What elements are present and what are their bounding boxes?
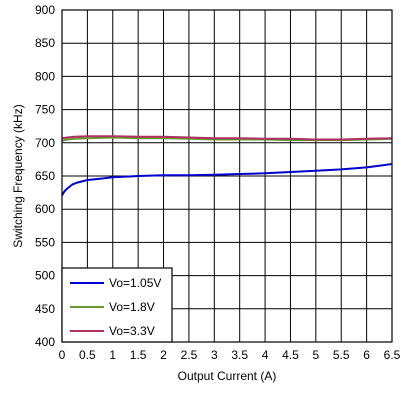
legend-label: Vo=3.3V xyxy=(109,324,155,338)
x-tick-label: 3 xyxy=(211,348,218,362)
x-tick-label: 4 xyxy=(262,348,269,362)
y-tick-label: 700 xyxy=(35,136,55,150)
y-tick-label: 750 xyxy=(35,103,55,117)
x-tick-label: 1.5 xyxy=(130,348,147,362)
x-tick-label: 4.5 xyxy=(282,348,299,362)
x-tick-label: 1 xyxy=(109,348,116,362)
y-tick-label: 450 xyxy=(35,302,55,316)
y-tick-label: 650 xyxy=(35,169,55,183)
x-tick-label: 5 xyxy=(313,348,320,362)
x-tick-label: 6.5 xyxy=(384,348,401,362)
y-tick-label: 850 xyxy=(35,36,55,50)
y-axis-label: Switching Frequency (kHz) xyxy=(11,104,25,247)
x-tick-label: 2 xyxy=(160,348,167,362)
legend-box xyxy=(61,267,173,343)
y-tick-label: 500 xyxy=(35,269,55,283)
x-axis-label: Output Current (A) xyxy=(178,369,277,383)
y-tick-label: 600 xyxy=(35,202,55,216)
x-tick-label: 3.5 xyxy=(231,348,248,362)
y-tick-label: 900 xyxy=(35,3,55,17)
x-tick-label: 5.5 xyxy=(333,348,350,362)
plot-frame xyxy=(61,9,393,343)
x-tick-label: 0.5 xyxy=(79,348,96,362)
series-lines xyxy=(61,135,393,196)
series-line xyxy=(61,163,393,196)
legend-label: Vo=1.05V xyxy=(109,276,161,290)
legend: Vo=1.05V Vo=1.8V Vo=3.3V xyxy=(61,267,173,343)
series-line xyxy=(61,135,393,141)
x-tick-label: 6 xyxy=(363,348,370,362)
x-tick-label: 0 xyxy=(59,348,66,362)
legend-label: Vo=1.8V xyxy=(109,300,155,314)
y-tick-label: 800 xyxy=(35,69,55,83)
y-tick-label: 550 xyxy=(35,235,55,249)
x-tick-label: 2.5 xyxy=(181,348,198,362)
y-tick-label: 400 xyxy=(35,335,55,349)
y-tick-labels: 400 450 500 550 600 650 700 750 800 850 900 xyxy=(35,3,55,349)
x-tick-labels: 0 0.5 1 1.5 2 2.5 3 3.5 4 4.5 5 5.5 6 6.5 xyxy=(59,348,401,362)
